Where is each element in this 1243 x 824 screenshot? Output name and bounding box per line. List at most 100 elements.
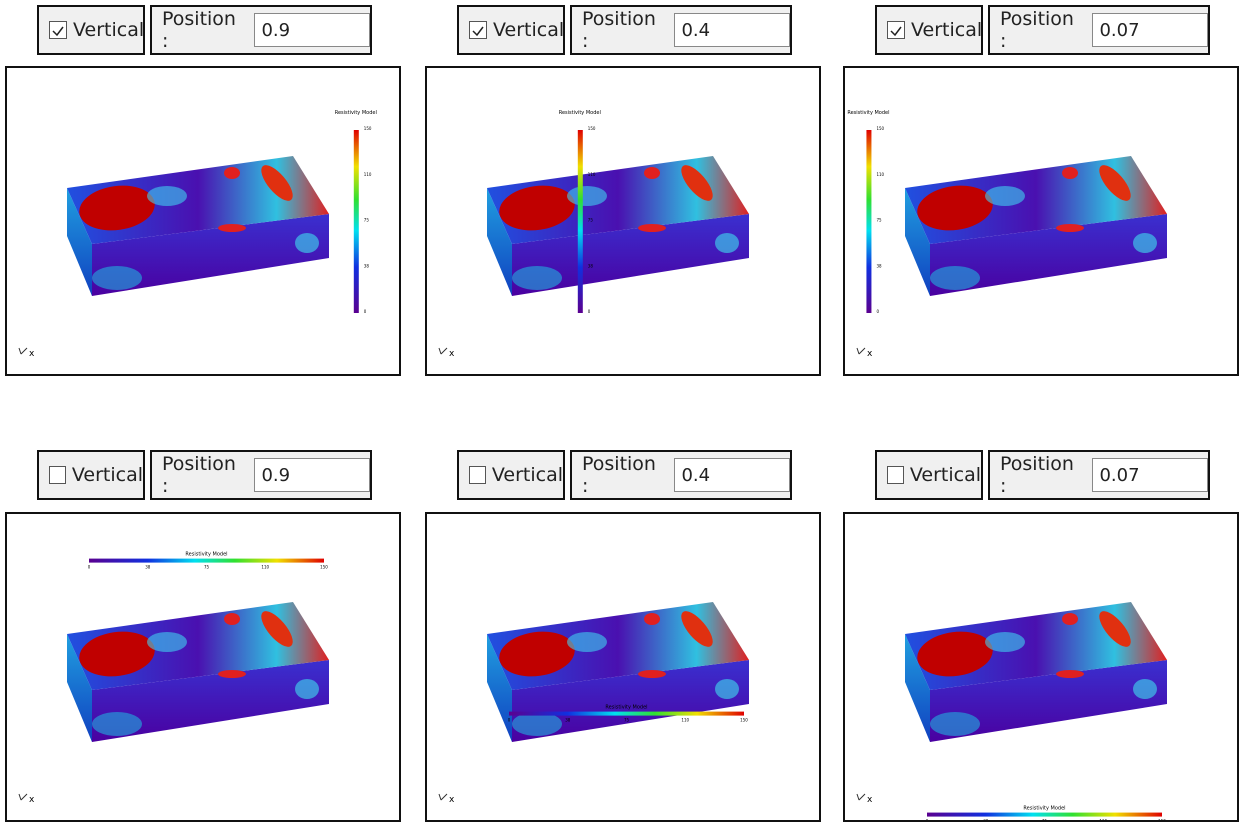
blob <box>985 186 1025 206</box>
model-front <box>92 214 329 296</box>
axes-widget: x <box>856 347 873 359</box>
position-input[interactable]: 0.07 <box>1092 458 1208 492</box>
checkmark <box>52 26 64 37</box>
colorbar-bar <box>353 130 359 313</box>
blob <box>715 679 739 699</box>
checkbox-label: Vertical <box>493 19 565 41</box>
axis-icon <box>856 347 866 355</box>
position-input[interactable]: 0.4 <box>674 13 790 47</box>
axis-label: x <box>867 349 873 359</box>
model <box>487 602 749 742</box>
position-input[interactable]: 0.07 <box>1092 13 1208 47</box>
vertical-checkbox-group[interactable]: Vertical <box>37 450 145 500</box>
render-view: x Resistivity Model 0 38 75 110 150 <box>843 66 1239 376</box>
position-label: Position : <box>162 8 236 52</box>
blob <box>1062 613 1078 625</box>
render-view: x Resistivity Model 0 38 75 110 150 <box>425 66 821 376</box>
colorbar-tick: 150 <box>364 126 372 131</box>
axis-icon <box>18 793 28 801</box>
blob <box>1062 167 1078 179</box>
colorbar-tick: 110 <box>261 565 269 570</box>
colorbar-tick: 110 <box>1099 819 1107 820</box>
blob <box>218 224 246 232</box>
model-front <box>512 214 749 296</box>
position-label: Position : <box>1000 8 1074 52</box>
blob <box>512 712 562 736</box>
check <box>472 26 484 37</box>
scene: x Resistivity Model 0 38 75 110 150 <box>18 110 377 359</box>
position-input[interactable]: 0.9 <box>254 458 370 492</box>
blob <box>79 631 155 677</box>
axis-label: x <box>449 795 455 805</box>
vertical-checkbox-group[interactable]: Vertical <box>875 5 983 55</box>
colorbar: Resistivity Model 0 38 75 110 150 <box>847 110 889 314</box>
model-left <box>905 188 930 296</box>
colorbar-tick: 0 <box>508 718 511 723</box>
vertical-checkbox-group[interactable]: Vertical <box>457 5 565 55</box>
colorbar-tick: 110 <box>876 172 884 177</box>
colorbar-tick: 110 <box>681 718 689 723</box>
colorbar-tick: 150 <box>876 126 884 131</box>
vertical-checkbox-group[interactable]: Vertical <box>37 5 145 55</box>
colorbar-tick: 38 <box>588 263 594 268</box>
blob <box>638 670 666 678</box>
colorbar-bar <box>89 558 324 563</box>
colorbar-tick: 110 <box>588 172 596 177</box>
blob <box>147 632 187 652</box>
vertical-checkbox-group[interactable]: Vertical <box>457 450 565 500</box>
blob <box>644 167 660 179</box>
position-input[interactable]: 0.4 <box>674 458 790 492</box>
blob <box>681 165 713 201</box>
blob <box>1133 233 1157 253</box>
axis-icon <box>438 793 448 801</box>
blob <box>147 186 187 206</box>
axes-widget: x <box>18 347 35 359</box>
axes-widget: x <box>856 793 873 805</box>
check <box>890 26 902 37</box>
colorbar-tick: 150 <box>740 718 748 723</box>
blob <box>1099 165 1131 201</box>
checkbox-label: Vertical <box>491 464 563 486</box>
colorbar-tick: 75 <box>1042 819 1048 820</box>
checkbox[interactable] <box>887 466 904 484</box>
model <box>67 602 329 742</box>
blob <box>985 632 1025 652</box>
checkbox[interactable] <box>49 21 67 39</box>
blob <box>567 632 607 652</box>
colorbar: Resistivity Model 0 38 75 110 150 <box>508 705 749 723</box>
model-front <box>930 214 1167 296</box>
position-group: Position : 0.4 <box>570 5 792 55</box>
axis-icon <box>856 793 866 801</box>
model-left <box>487 188 512 296</box>
blob <box>644 613 660 625</box>
axes-widget: x <box>438 793 455 805</box>
scene: x Resistivity Model 0 38 75 110 150 <box>438 602 749 805</box>
colorbar-tick: 38 <box>565 718 571 723</box>
render-view: x Resistivity Model 0 38 75 110 150 <box>5 512 401 822</box>
blob <box>917 185 993 231</box>
colorbar-tick: 38 <box>876 263 882 268</box>
model <box>905 602 1167 742</box>
blob <box>930 266 980 290</box>
model-left <box>487 634 512 742</box>
colorbar-tick: 75 <box>204 565 210 570</box>
vertical-checkbox-group[interactable]: Vertical <box>875 450 983 500</box>
blob <box>224 167 240 179</box>
blob <box>92 266 142 290</box>
position-group: Position : 0.07 <box>988 5 1210 55</box>
colorbar-tick: 0 <box>588 309 591 314</box>
axis-icon <box>18 347 28 355</box>
checkbox[interactable] <box>469 466 486 484</box>
checkbox[interactable] <box>887 21 905 39</box>
position-label: Position : <box>1000 453 1074 497</box>
colorbar-title: Resistivity Model <box>335 110 377 116</box>
checkbox[interactable] <box>469 21 487 39</box>
scene: x Resistivity Model 0 38 75 110 150 <box>856 602 1167 824</box>
checkbox[interactable] <box>49 466 66 484</box>
colorbar-title: Resistivity Model <box>847 110 889 116</box>
render-view: x Resistivity Model 0 38 75 110 150 <box>425 512 821 822</box>
model-left <box>905 634 930 742</box>
position-input[interactable]: 0.9 <box>254 13 370 47</box>
colorbar-tick: 75 <box>624 718 630 723</box>
colorbar-bar <box>577 130 583 313</box>
